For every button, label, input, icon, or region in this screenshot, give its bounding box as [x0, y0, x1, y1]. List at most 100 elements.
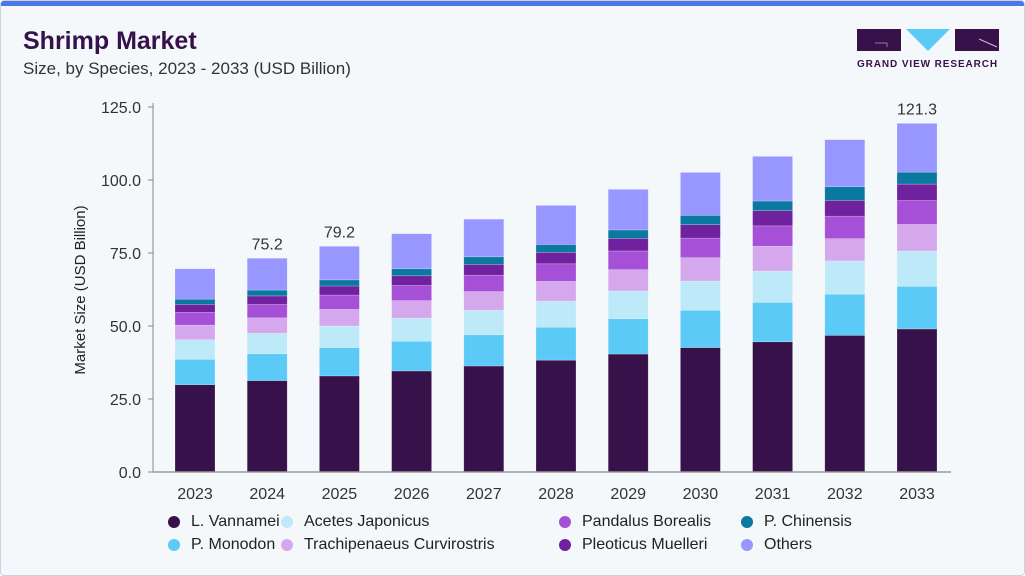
bar-segment-l-vannamei — [535, 359, 577, 473]
legend-item: L. Vannamei — [168, 513, 280, 531]
bar-segment-others — [824, 139, 866, 188]
bar-segment-p-monodon — [896, 285, 938, 330]
bar-segment-p-chinensis — [246, 289, 288, 297]
data-label: 79.2 — [324, 224, 355, 241]
y-tick-label: 0.0 — [119, 465, 141, 482]
bar-segment-others — [535, 205, 577, 245]
bar-segment-trachipenaeus-curvirostris — [607, 269, 649, 292]
bar-segment-others — [607, 189, 649, 231]
legend-swatch-icon — [168, 539, 180, 551]
bar-segment-others — [680, 172, 721, 216]
legend-swatch-icon — [741, 516, 753, 528]
bar-segment-pandalus-borealis — [680, 237, 721, 258]
bar-segment-trachipenaeus-curvirostris — [174, 324, 216, 341]
bar-segment-trachipenaeus-curvirostris — [391, 300, 432, 319]
x-tick-label: 2024 — [249, 486, 285, 503]
bar-segment-p-monodon — [391, 340, 432, 372]
y-tick-label: 75.0 — [110, 246, 141, 263]
bar-segment-p-monodon — [535, 326, 577, 361]
bar-segment-l-vannamei — [824, 335, 866, 473]
x-tick-label: 2033 — [899, 486, 935, 503]
x-tick-label: 2029 — [610, 486, 646, 503]
bar-segment-l-vannamei — [680, 347, 721, 473]
data-label: 121.3 — [897, 101, 937, 118]
top-accent-bar — [1, 1, 1024, 6]
bar-segment-others — [319, 245, 360, 281]
legend-item: Pleoticus Muelleri — [559, 536, 707, 554]
bar-segment-p-chinensis — [896, 171, 938, 185]
legend-label: Trachipenaeus Curvirostris — [304, 536, 495, 553]
bar-segment-trachipenaeus-curvirostris — [463, 291, 505, 311]
bar-segment-l-vannamei — [896, 328, 938, 473]
bar-segment-pleoticus-muelleri — [896, 183, 938, 201]
legend-item: Pandalus Borealis — [559, 513, 711, 531]
bar-segment-acetes-japonicus — [246, 332, 288, 355]
x-tick-label: 2032 — [827, 486, 863, 503]
legend-swatch-icon — [741, 539, 753, 551]
x-tick-label: 2027 — [466, 486, 502, 503]
bar-segment-trachipenaeus-curvirostris — [896, 224, 938, 252]
legend-swatch-icon — [559, 539, 571, 551]
logo-text: GRAND VIEW RESEARCH — [857, 59, 998, 70]
bar-segment-acetes-japonicus — [680, 280, 721, 311]
bar-segment-pandalus-borealis — [896, 200, 938, 225]
bar-segment-p-chinensis — [391, 268, 432, 277]
bar-segment-acetes-japonicus — [319, 325, 360, 348]
y-tick-label: 100.0 — [101, 173, 141, 190]
bar-segment-pandalus-borealis — [174, 311, 216, 326]
legend-swatch-icon — [168, 516, 180, 528]
bar-segment-acetes-japonicus — [752, 270, 793, 303]
chart-plot: 0.0 25.0 50.0 75.0 100.0 125.0 Market Size (US… — [72, 100, 951, 503]
bar-segment-others — [391, 233, 432, 270]
legend-label: Pleoticus Muelleri — [582, 536, 708, 553]
bar-segment-trachipenaeus-curvirostris — [824, 238, 866, 262]
bar-segment-trachipenaeus-curvirostris — [680, 257, 721, 282]
bar-segment-pleoticus-muelleri — [752, 210, 793, 227]
bar-segment-l-vannamei — [319, 375, 360, 473]
bar-segment-pandalus-borealis — [752, 225, 793, 247]
x-tick-label: 2026 — [394, 486, 430, 503]
bar-segment-p-monodon — [319, 347, 360, 377]
bar-segment-p-monodon — [246, 353, 288, 381]
legend-swatch-icon — [281, 516, 293, 528]
bar-segment-others — [246, 257, 288, 291]
data-label: 75.2 — [252, 236, 283, 253]
bar-segment-trachipenaeus-curvirostris — [246, 317, 288, 334]
legend-item: P. Monodon — [168, 536, 275, 554]
bar-segment-p-chinensis — [319, 279, 360, 287]
bar-segment-pandalus-borealis — [246, 304, 288, 319]
bar-segment-p-monodon — [607, 318, 649, 355]
bar-segment-p-chinensis — [680, 215, 721, 225]
legend-label: Pandalus Borealis — [582, 513, 711, 530]
bar-segment-l-vannamei — [463, 365, 505, 473]
bar-segment-pandalus-borealis — [824, 215, 866, 239]
legend-swatch-icon — [559, 516, 571, 528]
bar-segment-pleoticus-muelleri — [463, 264, 505, 276]
bar-segment-p-monodon — [680, 309, 721, 348]
bar-segment-pandalus-borealis — [535, 263, 577, 282]
bar-segment-pandalus-borealis — [319, 294, 360, 310]
bar-segment-trachipenaeus-curvirostris — [319, 309, 360, 327]
bar-segment-l-vannamei — [607, 353, 649, 473]
bar-segment-acetes-japonicus — [174, 339, 216, 360]
y-tick-label: 125.0 — [101, 100, 141, 117]
bar-segment-acetes-japonicus — [391, 317, 432, 342]
bar-segment-p-monodon — [174, 358, 216, 385]
bar-segment-pleoticus-muelleri — [174, 304, 216, 313]
bar-segment-acetes-japonicus — [463, 309, 505, 336]
y-axis-label: Market Size (USD Billion) — [72, 205, 89, 374]
chart-subtitle: Size, by Species, 2023 - 2033 (USD Billi… — [23, 59, 351, 78]
bar-segment-others — [752, 156, 793, 202]
legend-swatch-icon — [281, 539, 293, 551]
bar-segment-trachipenaeus-curvirostris — [535, 281, 577, 302]
bar-segment-p-chinensis — [607, 229, 649, 239]
bar-segment-pleoticus-muelleri — [319, 285, 360, 296]
bar-segment-pleoticus-muelleri — [607, 238, 649, 252]
bar-segment-acetes-japonicus — [896, 250, 938, 287]
legend-label: Others — [764, 536, 813, 553]
bar-segment-others — [896, 123, 938, 173]
bar-segment-l-vannamei — [174, 384, 216, 473]
bar-segment-pandalus-borealis — [607, 250, 649, 270]
chart-title: Shrimp Market — [23, 27, 197, 55]
